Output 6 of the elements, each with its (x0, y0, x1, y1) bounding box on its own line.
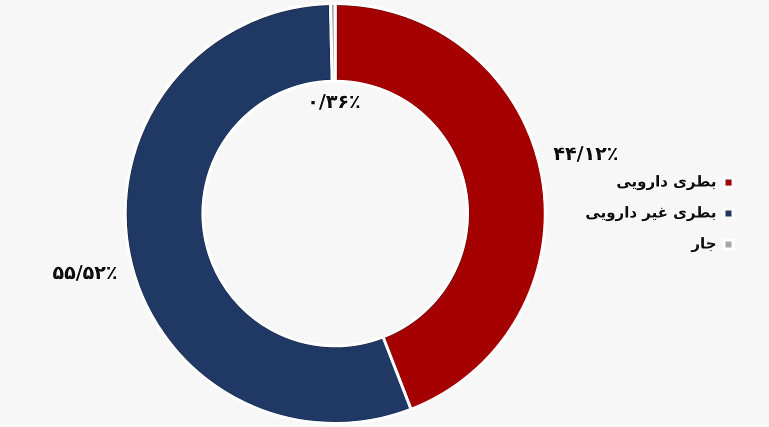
data-label: ۵۵/۵۲٪ (52, 262, 118, 284)
legend-label: جار (690, 234, 716, 252)
data-label: ۰/۳۶٪ (307, 91, 361, 114)
legend-label: بطری غیر دارویی (585, 203, 716, 222)
legend-label: بطری دارویی (616, 172, 716, 190)
data-label: ۴۴/۱۲٪ (553, 143, 618, 166)
